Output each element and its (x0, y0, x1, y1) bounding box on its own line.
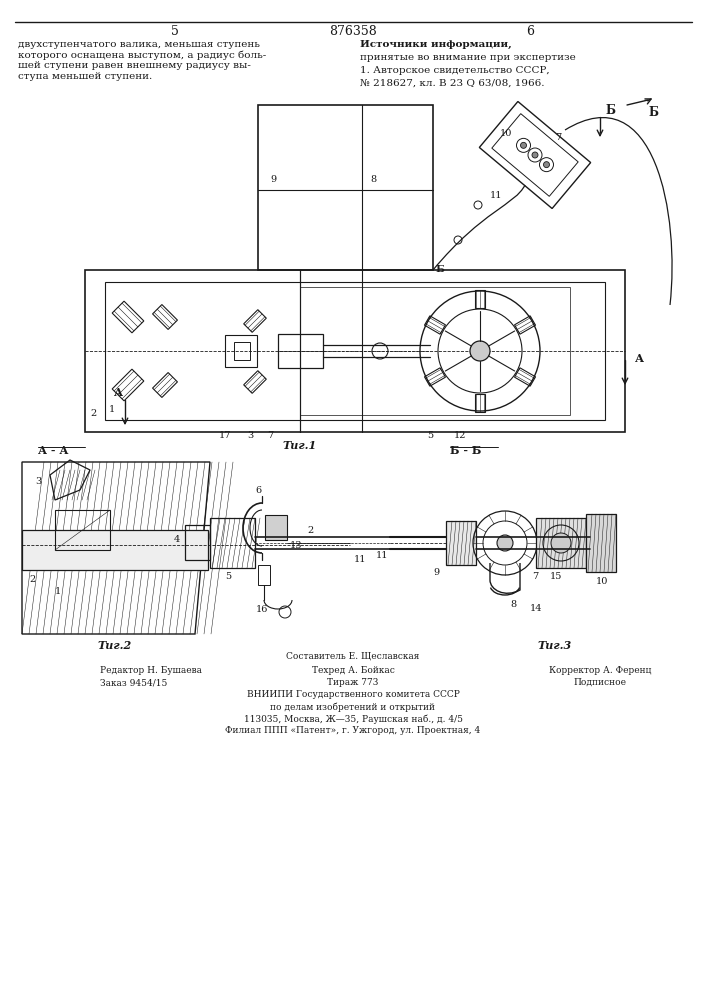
Circle shape (497, 535, 513, 551)
Text: 876358: 876358 (329, 25, 377, 38)
Bar (265, 515, 287, 540)
Text: 10: 10 (500, 129, 512, 138)
Circle shape (532, 152, 538, 158)
Bar (22, 530, 208, 570)
Text: 8: 8 (370, 176, 376, 184)
Text: 1: 1 (55, 587, 62, 596)
Text: 7: 7 (267, 431, 273, 440)
Bar (225, 335, 257, 367)
Text: Заказ 9454/15: Заказ 9454/15 (100, 678, 168, 687)
Text: 14: 14 (530, 604, 542, 613)
Text: А - А: А - А (38, 445, 69, 456)
Text: 1. Авторское свидетельство СССР,: 1. Авторское свидетельство СССР, (360, 66, 549, 75)
Text: 11: 11 (354, 555, 366, 564)
Text: Подписное: Подписное (573, 678, 626, 687)
Circle shape (520, 142, 527, 148)
Text: 1: 1 (109, 406, 115, 414)
Circle shape (544, 162, 549, 168)
Text: 5: 5 (427, 431, 433, 440)
Text: Источники информации,: Источники информации, (360, 40, 512, 49)
Text: Τиг.2: Τиг.2 (98, 640, 132, 651)
Bar (85, 270, 625, 432)
Text: 15: 15 (550, 572, 562, 581)
Text: 11: 11 (490, 190, 503, 200)
Text: 17: 17 (218, 431, 231, 440)
Bar (258, 565, 270, 585)
Text: принятые во внимание при экспертизе: принятые во внимание при экспертизе (360, 53, 575, 62)
Text: А: А (635, 353, 644, 363)
Text: ВНИИПИ Государственного комитета СССР: ВНИИПИ Государственного комитета СССР (247, 690, 460, 699)
Bar (586, 514, 616, 572)
Text: 4: 4 (174, 536, 180, 544)
Text: 7: 7 (555, 133, 561, 142)
Text: по делам изобретений и открытий: по делам изобретений и открытий (271, 702, 436, 712)
Text: Корректор А. Ференц: Корректор А. Ференц (549, 666, 651, 675)
Text: 5: 5 (225, 572, 231, 581)
Text: двухступенчатого валика, меньшая ступень
которого оснащена выступом, а радиус бо: двухступенчатого валика, меньшая ступень… (18, 40, 267, 81)
Bar (234, 342, 250, 360)
Text: 5: 5 (171, 25, 179, 38)
Bar (278, 334, 323, 368)
Text: 13: 13 (290, 540, 303, 550)
Bar (55, 510, 110, 550)
Text: № 218627, кл. В 23 Q 63/08, 1966.: № 218627, кл. В 23 Q 63/08, 1966. (360, 79, 544, 88)
Text: Τиг.1: Τиг.1 (283, 440, 317, 451)
Bar (105, 282, 605, 420)
Text: Составитель Е. Щеславская: Составитель Е. Щеславская (286, 652, 420, 661)
Circle shape (470, 341, 490, 361)
Text: Редактор Н. Бушаева: Редактор Н. Бушаева (100, 666, 202, 675)
Text: 2: 2 (29, 576, 35, 584)
Circle shape (551, 533, 571, 553)
Bar (446, 521, 476, 565)
Text: 9: 9 (270, 176, 276, 184)
Text: Б: Б (605, 104, 615, 116)
Text: 2: 2 (307, 526, 313, 535)
Text: А: А (114, 387, 122, 398)
Bar (536, 518, 586, 568)
Text: 113035, Москва, Ж—35, Раушская наб., д. 4/5: 113035, Москва, Ж—35, Раушская наб., д. … (243, 714, 462, 724)
Text: Б - Б: Б - Б (450, 445, 481, 456)
Text: 10: 10 (596, 577, 608, 586)
Text: 6: 6 (255, 486, 261, 495)
Text: 6: 6 (526, 25, 534, 38)
Bar (258, 105, 433, 270)
Text: 12: 12 (454, 431, 466, 440)
Bar (210, 518, 255, 568)
Text: Филиал ППП «Патент», г. Ужгород, ул. Проектная, 4: Филиал ППП «Патент», г. Ужгород, ул. Про… (226, 726, 481, 735)
Text: 3: 3 (36, 478, 42, 487)
Text: Б: Б (435, 265, 444, 274)
Text: 2: 2 (90, 408, 97, 418)
Text: 9: 9 (434, 568, 440, 577)
Text: Техред А. Бойкас: Техред А. Бойкас (312, 666, 395, 675)
Text: 11: 11 (375, 550, 388, 560)
Text: 16: 16 (256, 605, 268, 614)
Bar (300, 287, 570, 415)
Text: Б: Б (648, 105, 658, 118)
Bar (185, 525, 210, 560)
Text: Тираж 773: Тираж 773 (327, 678, 379, 687)
Text: 7: 7 (532, 572, 538, 581)
Text: Τиг.3: Τиг.3 (538, 640, 572, 651)
Text: 3: 3 (247, 431, 253, 440)
Text: 8: 8 (510, 600, 516, 609)
